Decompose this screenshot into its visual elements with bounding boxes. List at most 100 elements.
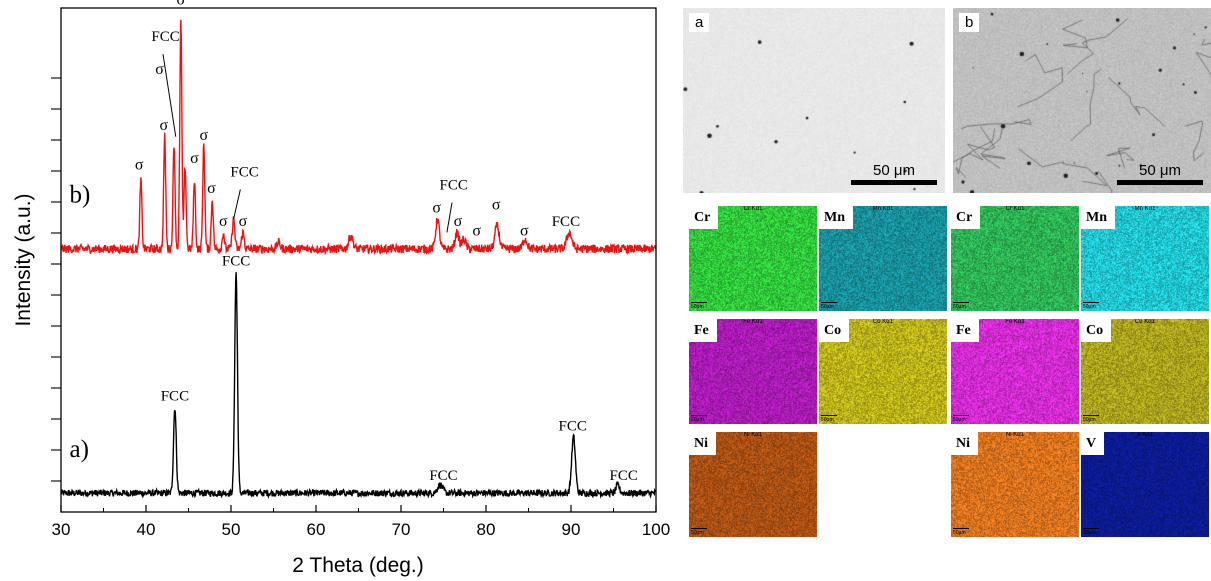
eds-map-scale-label: 50μm: [1083, 304, 1096, 310]
plot-frame: [60, 7, 657, 513]
eds-map-line-label: Cr Kα1: [743, 206, 763, 212]
eds-map-co: Co Kα1 Co 50μm: [819, 319, 947, 424]
x-tick-label: 80: [477, 520, 496, 539]
eds-map-scale-label: 50μm: [953, 417, 966, 423]
eds-map-scale-bar: [691, 302, 707, 303]
x-tick-label: 60: [307, 520, 326, 539]
fcc-peak-label: FCC: [552, 214, 580, 230]
sigma-peak-label: σ: [155, 61, 164, 78]
eds-map-element-label: V: [1081, 432, 1105, 455]
eds-map-mn: Mn Kα1 Mn 50μm: [819, 206, 947, 311]
eds-map-scale-label: 50μm: [691, 304, 704, 310]
eds-map-scale-bar: [953, 302, 969, 303]
pattern-label: b): [70, 182, 91, 209]
eds-map-line-label: Fe Kα1: [743, 319, 763, 325]
eds-map-element-label: Mn: [819, 206, 853, 229]
eds-map-element-label: Mn: [1081, 206, 1115, 229]
eds-map-scale-bar: [821, 415, 837, 416]
fcc-peak-label: FCC: [610, 468, 638, 484]
eds-map-element-label: Ni: [689, 432, 716, 455]
x-tick-label: 90: [562, 520, 581, 539]
eds-map-fe: Fe Kα1 Fe 50μm: [689, 319, 817, 424]
eds-map-element-label: Fe: [689, 319, 717, 342]
eds-map-element-label: Co: [819, 319, 850, 342]
sigma-peak-label: σ: [432, 200, 441, 217]
sigma-peak-label: σ: [160, 117, 169, 134]
sigma-peak-label: σ: [207, 180, 216, 197]
x-axis-title: 2 Theta (deg.): [292, 554, 424, 577]
sem-texture: [953, 8, 1211, 193]
fcc-peak-label: FCC: [440, 178, 468, 194]
eds-map-scale-bar: [953, 415, 969, 416]
eds-map-ni: Ni Kα1 Ni 50μm: [951, 432, 1079, 537]
scale-bar-line: [1117, 180, 1203, 185]
sem-panel-tag: b: [959, 13, 980, 32]
sem-texture: [683, 8, 945, 193]
eds-map-scale-label: 50μm: [691, 417, 704, 423]
x-tick-label: 30: [52, 520, 71, 539]
leader-line: [162, 54, 177, 137]
scale-bar-line: [851, 180, 937, 185]
eds-map-scale-bar: [691, 528, 707, 529]
fcc-peak-label: FCC: [151, 29, 179, 45]
eds-map-element-label: Ni: [951, 432, 978, 455]
eds-map-co: Co Kα1 Co 50μm: [1081, 319, 1209, 424]
eds-map-line-label: Cr Kα1: [1005, 206, 1025, 212]
eds-map-line-label: Ni Kα1: [743, 432, 763, 438]
x-tick-label: 70: [392, 520, 411, 539]
scale-bar: 50 μm: [851, 162, 937, 185]
x-tick-label: 50: [222, 520, 241, 539]
eds-map-scale-bar: [1083, 302, 1099, 303]
eds-map-line-label: Mn Kα1: [872, 206, 894, 212]
xrd-chart-svg: 30 40 50 60 70 80 90 100 FCCFCCFCCFCCFCCσσσσσσσ…: [12, 0, 670, 577]
pattern-label: a): [70, 436, 89, 463]
eds-map-line-label: Ni Kα1: [1005, 432, 1025, 438]
eds-map-element-label: Co: [1081, 319, 1112, 342]
sigma-peak-label: σ: [177, 0, 186, 9]
x-tick-label: 100: [642, 520, 670, 539]
fcc-peak-label: FCC: [222, 253, 250, 269]
sem-micrograph-a: a 50 μm: [683, 8, 945, 193]
eds-map-scale-bar: [953, 528, 969, 529]
eds-map-scale-label: 50μm: [953, 304, 966, 310]
scale-bar-label: 50 μm: [873, 162, 915, 179]
eds-map-scale-bar: [821, 302, 837, 303]
sigma-peak-label: σ: [454, 213, 463, 230]
sigma-peak-label: σ: [492, 196, 501, 213]
sigma-peak-label: σ: [472, 223, 481, 240]
sigma-peak-label: σ: [239, 213, 248, 230]
fcc-peak-label: FCC: [429, 468, 457, 484]
leader-line: [446, 202, 453, 233]
eds-map-scale-label: 50μm: [821, 304, 834, 310]
eds-map-ni: Ni Kα1 Ni 50μm: [689, 432, 817, 537]
scale-bar: 50 μm: [1117, 162, 1203, 185]
sem-micrograph-b: b 50 μm: [953, 8, 1211, 193]
eds-map-scale-label: 50μm: [1083, 417, 1096, 423]
sigma-peak-label: σ: [520, 223, 529, 240]
eds-map-scale-label: 50μm: [953, 530, 966, 536]
eds-map-line-label: Co Kα1: [872, 319, 894, 325]
eds-map-scale-label: 50μm: [1083, 530, 1096, 536]
sigma-peak-label: σ: [199, 127, 208, 144]
eds-map-line-label: Fe Kα1: [1005, 319, 1025, 325]
eds-map-cr: Cr Kα1 Cr 50μm: [689, 206, 817, 311]
eds-map-scale-label: 50μm: [821, 417, 834, 423]
sigma-peak-label: σ: [190, 150, 199, 167]
y-axis-title: Intensity (a.u.): [12, 193, 35, 326]
eds-map-fe: Fe Kα1 Fe 50μm: [951, 319, 1079, 424]
eds-map-element-label: Cr: [689, 206, 719, 229]
series-line-b: [60, 19, 657, 256]
fcc-peak-label: FCC: [161, 389, 189, 405]
sem-eds-figure: a 50 μm b 50 μm Cr Kα1 Cr 50μm Mn Kα1 Mn 50μm Cr K…: [683, 8, 1211, 581]
eds-map-line-label: Mn Kα1: [1134, 206, 1156, 212]
scale-bar-label: 50 μm: [1139, 162, 1181, 179]
sem-panel-tag: a: [689, 13, 710, 32]
sigma-peak-label: σ: [219, 213, 228, 230]
series-line-a: [60, 272, 656, 500]
eds-map-cr: Cr Kα1 Cr 50μm: [951, 206, 1079, 311]
eds-map-scale-bar: [1083, 528, 1099, 529]
eds-map-scale-bar: [691, 415, 707, 416]
eds-map-v: V Kα1 V 50μm: [1081, 432, 1209, 537]
eds-map-line-label: V Kα1: [1136, 432, 1154, 438]
fcc-peak-label: FCC: [230, 164, 258, 180]
